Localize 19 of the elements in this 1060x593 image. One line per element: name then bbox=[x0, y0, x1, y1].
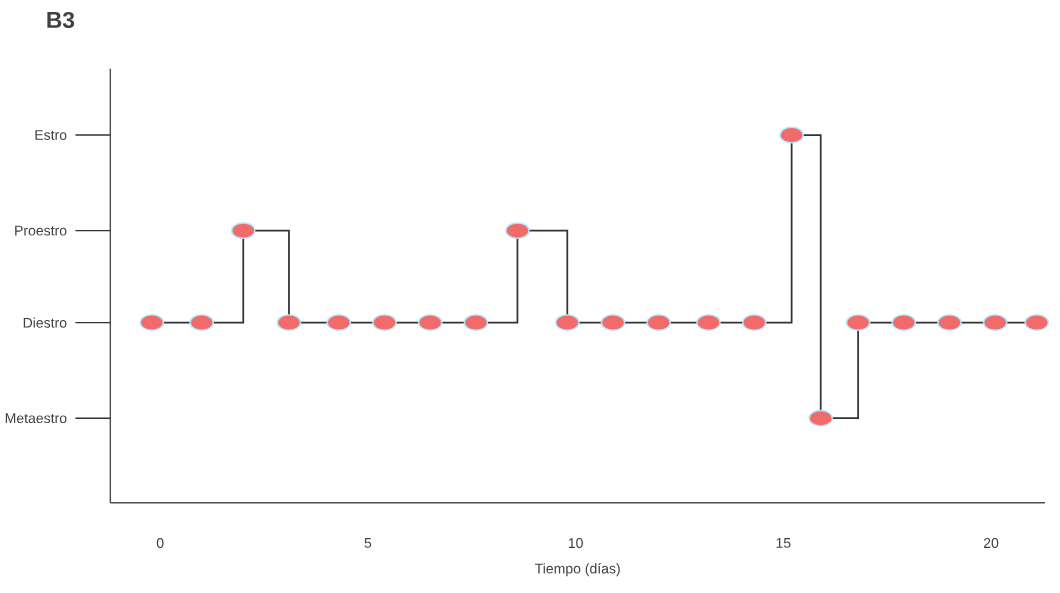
x-tick-label: 0 bbox=[156, 538, 164, 549]
x-tick-label: 15 bbox=[776, 538, 791, 549]
point bbox=[779, 126, 804, 144]
point bbox=[646, 314, 671, 332]
point bbox=[505, 222, 530, 240]
x-axis-title: Tiempo (días) bbox=[535, 563, 620, 577]
chart-title: B3 bbox=[47, 12, 75, 29]
text: Diestro bbox=[23, 317, 67, 328]
text: Estro bbox=[35, 130, 67, 141]
text: Proestro bbox=[15, 225, 67, 236]
x-tick-label: 5 bbox=[364, 538, 372, 549]
point bbox=[555, 314, 580, 332]
point bbox=[372, 314, 397, 332]
x-tick-label: 10 bbox=[568, 538, 583, 549]
x-tick-label: 20 bbox=[983, 538, 999, 549]
point bbox=[189, 314, 214, 332]
text: Metaestro bbox=[5, 413, 67, 424]
point bbox=[696, 314, 721, 332]
point bbox=[937, 314, 962, 332]
